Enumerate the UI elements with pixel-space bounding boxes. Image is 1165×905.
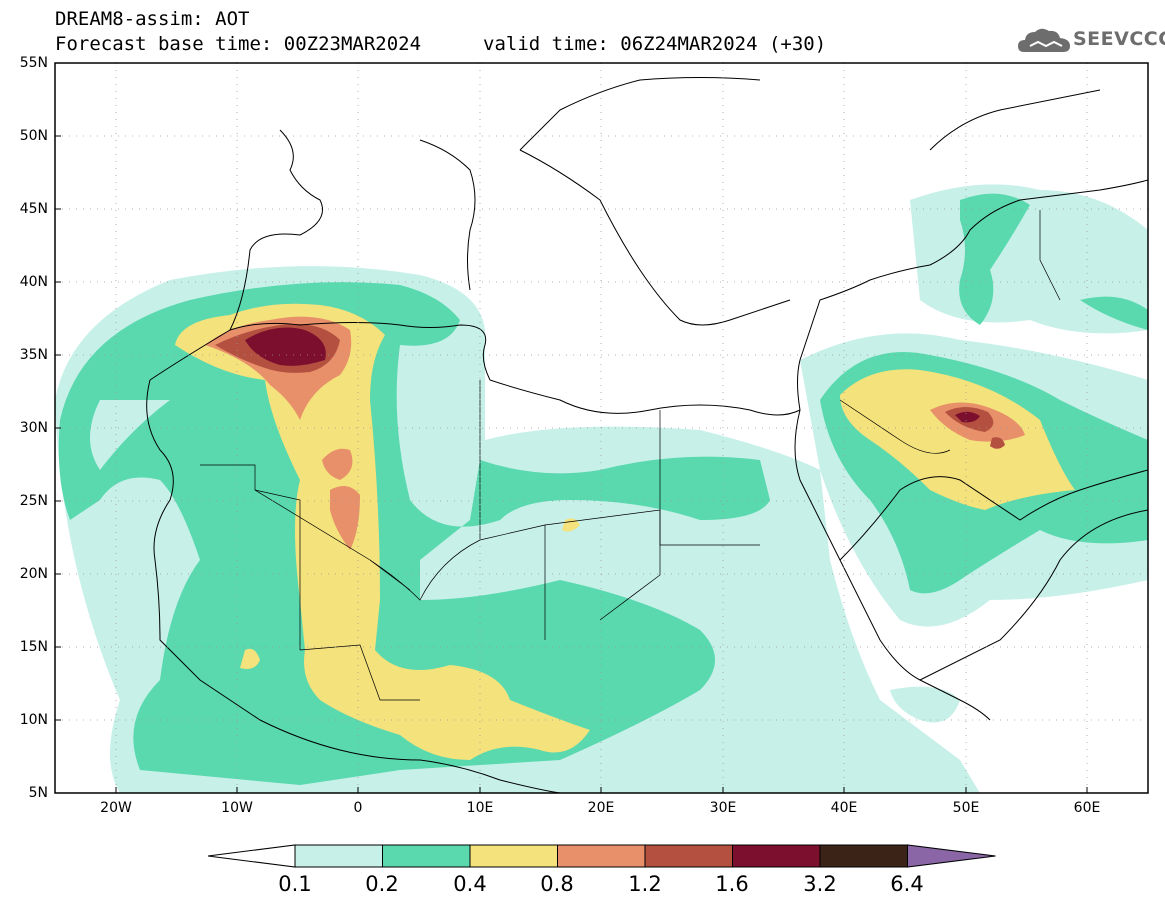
lat-label-55n: 55N (19, 55, 48, 71)
colorbar-upper-extension (907, 844, 996, 868)
forecast-base-time: Forecast base time: 00Z23MAR2024 (55, 33, 422, 55)
colorbar-box-6 (732, 844, 821, 868)
coastlines (146, 77, 1148, 793)
colorbar-box-2 (382, 844, 471, 868)
colorbar-label-0-8: 0.8 (540, 872, 574, 896)
lon-label-60e: 60E (1073, 800, 1101, 816)
colorbar-box-4 (557, 844, 646, 868)
lat-label-25n: 25N (19, 493, 48, 509)
colorbar-box-1 (294, 844, 383, 868)
colorbar-lower-extension (207, 844, 296, 868)
valid-time: valid time: 06Z24MAR2024 (+30) (483, 33, 827, 55)
lon-label-30e: 30E (709, 800, 737, 816)
graticule (55, 63, 1148, 793)
aot-fields (55, 63, 1148, 793)
map-title: DREAM8-assim: AOT (55, 8, 250, 30)
cloud-icon (1018, 28, 1070, 52)
lat-label-30n: 30N (19, 420, 48, 436)
colorbar-label-1-2: 1.2 (628, 872, 662, 896)
lat-label-40n: 40N (19, 274, 48, 290)
lon-label-20e: 20E (587, 800, 615, 816)
lat-label-45n: 45N (19, 201, 48, 217)
lon-label-10e: 10E (466, 800, 494, 816)
colorbar-label-1-6: 1.6 (715, 872, 749, 896)
lat-label-35n: 35N (19, 347, 48, 363)
logo-text: SEEVCCC (1073, 28, 1165, 50)
lon-label-0: 0 (353, 800, 363, 816)
lat-label-15n: 15N (19, 639, 48, 655)
colorbar-box-5 (644, 844, 733, 868)
colorbar-label-0-2: 0.2 (365, 872, 399, 896)
colorbar-box-7 (819, 844, 908, 868)
colorbar-label-0-1: 0.1 (278, 872, 312, 896)
colorbar-box-3 (469, 844, 558, 868)
lat-label-20n: 20N (19, 566, 48, 582)
colorbar-label-0-4: 0.4 (453, 872, 487, 896)
lat-label-5n: 5N (28, 785, 48, 801)
colorbar-label-3-2: 3.2 (803, 872, 837, 896)
lat-label-50n: 50N (19, 128, 48, 144)
lat-label-10n: 10N (19, 712, 48, 728)
lon-label-10w: 10W (221, 800, 253, 816)
colorbar-label-6-4: 6.4 (890, 872, 924, 896)
lon-label-40e: 40E (830, 800, 858, 816)
lon-label-20w: 20W (100, 800, 132, 816)
lon-label-50e: 50E (952, 800, 980, 816)
